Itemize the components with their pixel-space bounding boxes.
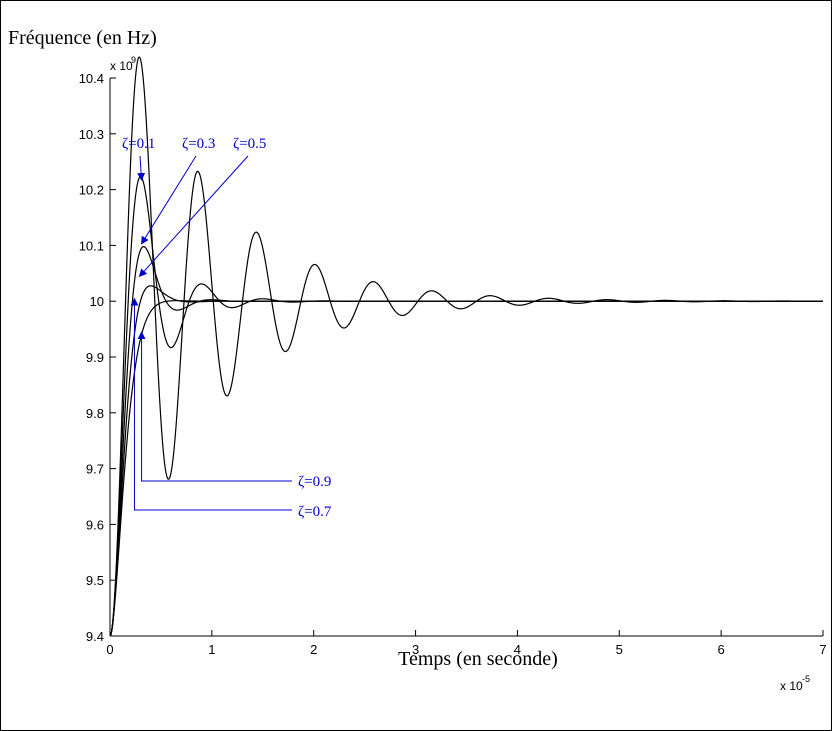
curves bbox=[109, 56, 823, 637]
x-exponent: x 10 -5 bbox=[780, 674, 810, 693]
annotation-arrow-zeta-0-3 bbox=[140, 155, 197, 245]
plot-axes bbox=[109, 78, 823, 637]
x-tick-label: 6 bbox=[718, 642, 725, 657]
x-tick-label: 5 bbox=[616, 642, 623, 657]
series-line-1 bbox=[109, 175, 823, 637]
annotation-label-zeta-0-7: ζ=0.7 bbox=[298, 504, 332, 520]
y-tick-label: 10.2 bbox=[79, 183, 104, 198]
x-tick-label: 2 bbox=[310, 642, 317, 657]
y-tick-label: 9.7 bbox=[86, 462, 104, 477]
annotation-label-zeta-0-1: ζ=0.1 bbox=[122, 136, 155, 152]
x-tick-label: 0 bbox=[106, 642, 113, 657]
annotation-arrow-zeta-0-9 bbox=[137, 331, 292, 482]
y-tick-label: 9.5 bbox=[86, 573, 104, 588]
x-tick-label: 7 bbox=[819, 642, 826, 657]
y-tick-label: 9.8 bbox=[86, 406, 104, 421]
x-tick-label: 1 bbox=[208, 642, 215, 657]
x-exponent-power: -5 bbox=[802, 674, 810, 684]
series-line-2 bbox=[109, 246, 823, 637]
y-tick-label: 9.9 bbox=[86, 350, 104, 365]
y-tick-label: 10.4 bbox=[79, 71, 104, 86]
y-exponent-power: 9 bbox=[131, 55, 136, 65]
x-axis-ticks: 0 1 2 3 4 5 6 7 bbox=[106, 630, 827, 657]
annotation-arrow-zeta-0-5 bbox=[138, 155, 249, 278]
y-tick-label: 10.3 bbox=[79, 127, 104, 142]
annotations: ζ=0.1 ζ=0.3 ζ=0.5 ζ=0.9 ζ=0.7 bbox=[122, 136, 332, 520]
y-axis-ticks: 9.4 9.5 9.6 9.7 9.8 9.9 10 10.1 10.2 10.3 10.4 bbox=[79, 71, 116, 644]
y-tick-label: 9.4 bbox=[86, 629, 104, 644]
series-line-0 bbox=[109, 56, 823, 637]
series-line-4 bbox=[109, 300, 823, 637]
y-exponent: x 10 9 bbox=[110, 55, 136, 73]
x-axis-label: Temps (en seconde) bbox=[398, 648, 558, 670]
y-axis-label: Fréquence (en Hz) bbox=[8, 27, 157, 49]
annotation-label-zeta-0-5: ζ=0.5 bbox=[233, 136, 266, 152]
y-tick-label: 10.1 bbox=[79, 238, 104, 253]
y-tick-label: 9.6 bbox=[86, 517, 104, 532]
x-exponent-base: x 10 bbox=[780, 679, 803, 693]
y-tick-label: 10 bbox=[90, 294, 104, 309]
y-exponent-base: x 10 bbox=[110, 59, 133, 73]
annotation-arrow-zeta-0-7 bbox=[130, 297, 292, 511]
x-tick-label: 3 bbox=[412, 642, 419, 657]
annotation-label-zeta-0-3: ζ=0.3 bbox=[182, 136, 215, 152]
annotation-label-zeta-0-9: ζ=0.9 bbox=[298, 474, 331, 490]
annotation-arrow-zeta-0-1 bbox=[137, 155, 146, 182]
x-tick-label: 4 bbox=[514, 642, 521, 657]
